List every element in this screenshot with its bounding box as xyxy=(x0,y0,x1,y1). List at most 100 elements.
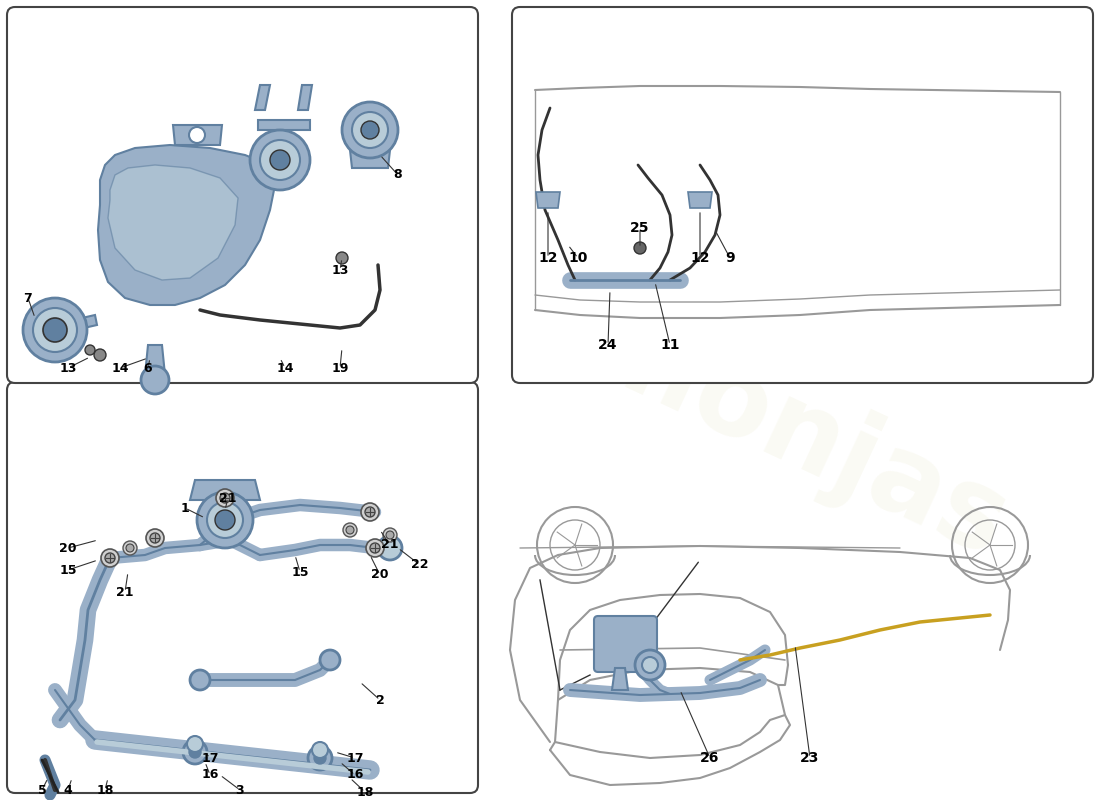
Polygon shape xyxy=(350,150,390,168)
Polygon shape xyxy=(98,145,275,305)
Polygon shape xyxy=(612,668,628,690)
Circle shape xyxy=(189,127,205,143)
Circle shape xyxy=(85,345,95,355)
Text: 16: 16 xyxy=(201,769,219,782)
Circle shape xyxy=(635,650,666,680)
Polygon shape xyxy=(173,125,222,145)
Polygon shape xyxy=(688,192,712,208)
Text: 16: 16 xyxy=(346,769,364,782)
Text: 15: 15 xyxy=(59,563,77,577)
Text: 7: 7 xyxy=(23,291,32,305)
Circle shape xyxy=(189,746,201,758)
Text: 21: 21 xyxy=(382,538,398,551)
Text: 14: 14 xyxy=(276,362,294,374)
Text: 12: 12 xyxy=(691,251,710,265)
Text: 8: 8 xyxy=(394,169,403,182)
Text: imonjas: imonjas xyxy=(76,126,443,354)
Circle shape xyxy=(146,529,164,547)
Circle shape xyxy=(336,252,348,264)
Circle shape xyxy=(150,533,160,543)
Text: 20: 20 xyxy=(372,569,388,582)
Circle shape xyxy=(126,544,134,552)
Circle shape xyxy=(23,298,87,362)
Circle shape xyxy=(220,493,230,503)
Circle shape xyxy=(33,308,77,352)
Text: 18: 18 xyxy=(97,783,113,797)
Text: 14: 14 xyxy=(111,362,129,374)
Circle shape xyxy=(343,523,358,537)
Polygon shape xyxy=(298,85,312,110)
FancyBboxPatch shape xyxy=(594,616,657,672)
Circle shape xyxy=(123,541,138,555)
Circle shape xyxy=(378,536,402,560)
Circle shape xyxy=(366,539,384,557)
Text: 25: 25 xyxy=(630,221,650,235)
Circle shape xyxy=(190,670,210,690)
FancyBboxPatch shape xyxy=(7,7,478,383)
Circle shape xyxy=(314,752,326,764)
Circle shape xyxy=(370,543,379,553)
Circle shape xyxy=(346,526,354,534)
Text: 1: 1 xyxy=(180,502,189,514)
Circle shape xyxy=(352,112,388,148)
Text: 22: 22 xyxy=(411,558,429,571)
Polygon shape xyxy=(258,120,310,130)
Circle shape xyxy=(320,650,340,670)
Text: 17: 17 xyxy=(346,751,364,765)
Text: 15: 15 xyxy=(292,566,309,578)
Text: 24: 24 xyxy=(598,338,618,352)
Text: 13: 13 xyxy=(59,362,77,374)
Text: 18: 18 xyxy=(356,786,374,798)
Text: 5: 5 xyxy=(37,783,46,797)
Circle shape xyxy=(260,140,300,180)
Text: 12: 12 xyxy=(538,251,558,265)
Circle shape xyxy=(141,366,169,394)
Circle shape xyxy=(642,657,658,673)
Text: imonjas: imonjas xyxy=(536,278,1024,582)
Circle shape xyxy=(383,528,397,542)
Text: 2: 2 xyxy=(375,694,384,706)
Circle shape xyxy=(250,130,310,190)
Text: 11: 11 xyxy=(660,338,680,352)
Circle shape xyxy=(101,549,119,567)
Circle shape xyxy=(216,489,234,507)
Text: 9: 9 xyxy=(725,251,735,265)
Circle shape xyxy=(183,740,207,764)
Circle shape xyxy=(94,349,106,361)
Text: 26: 26 xyxy=(701,751,719,765)
Text: 17: 17 xyxy=(201,751,219,765)
Circle shape xyxy=(342,102,398,158)
Polygon shape xyxy=(190,480,260,500)
Text: 10: 10 xyxy=(569,251,587,265)
Text: 21: 21 xyxy=(117,586,134,598)
Circle shape xyxy=(270,150,290,170)
Polygon shape xyxy=(108,165,238,280)
Polygon shape xyxy=(255,85,270,110)
Circle shape xyxy=(308,746,332,770)
Circle shape xyxy=(214,510,235,530)
Circle shape xyxy=(361,503,379,521)
Circle shape xyxy=(43,318,67,342)
Text: 19: 19 xyxy=(331,362,349,374)
Polygon shape xyxy=(145,345,165,375)
Text: 4: 4 xyxy=(64,783,73,797)
Circle shape xyxy=(634,242,646,254)
Circle shape xyxy=(104,553,116,563)
Text: 13: 13 xyxy=(331,263,349,277)
Text: 3: 3 xyxy=(235,783,244,797)
FancyBboxPatch shape xyxy=(7,382,478,793)
Text: a precision for parts shop.com: a precision for parts shop.com xyxy=(122,42,397,158)
Circle shape xyxy=(365,507,375,517)
Circle shape xyxy=(312,742,328,758)
Circle shape xyxy=(187,736,204,752)
Circle shape xyxy=(207,502,243,538)
Circle shape xyxy=(386,531,394,539)
Polygon shape xyxy=(536,192,560,208)
Circle shape xyxy=(197,492,253,548)
FancyBboxPatch shape xyxy=(512,7,1093,383)
Text: 6: 6 xyxy=(144,362,152,374)
Text: a precision for parts shop.com: a precision for parts shop.com xyxy=(642,142,917,258)
Text: 23: 23 xyxy=(801,751,820,765)
Circle shape xyxy=(361,121,379,139)
Text: 20: 20 xyxy=(59,542,77,554)
